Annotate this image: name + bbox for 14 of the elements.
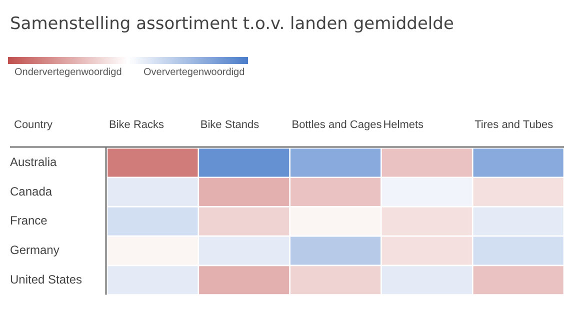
y-tick-label: United States [10,272,82,286]
x-axis-title: Country [14,119,54,132]
y-tick-label: Australia [10,154,58,169]
y-tick-label: France [10,214,48,228]
y-tick-label: Germany [10,243,60,258]
x-tick-label: Helmets [383,119,424,132]
color-bar-label: Ondervertegenwoordigd [14,67,122,78]
x-tick-label: Tires and Tubes [474,119,554,132]
y-tick-label: Canada [10,184,52,198]
x-tick-label: Bottles and Cages [292,119,382,132]
color-bar-label: Oververtegenwoordigd [144,67,245,78]
x-tick-label: Bike Racks [109,119,165,132]
x-tick-label: Bike Stands [200,119,260,132]
chart-title: Samenstelling assortiment t.o.v. landen gemiddelde [10,14,454,34]
